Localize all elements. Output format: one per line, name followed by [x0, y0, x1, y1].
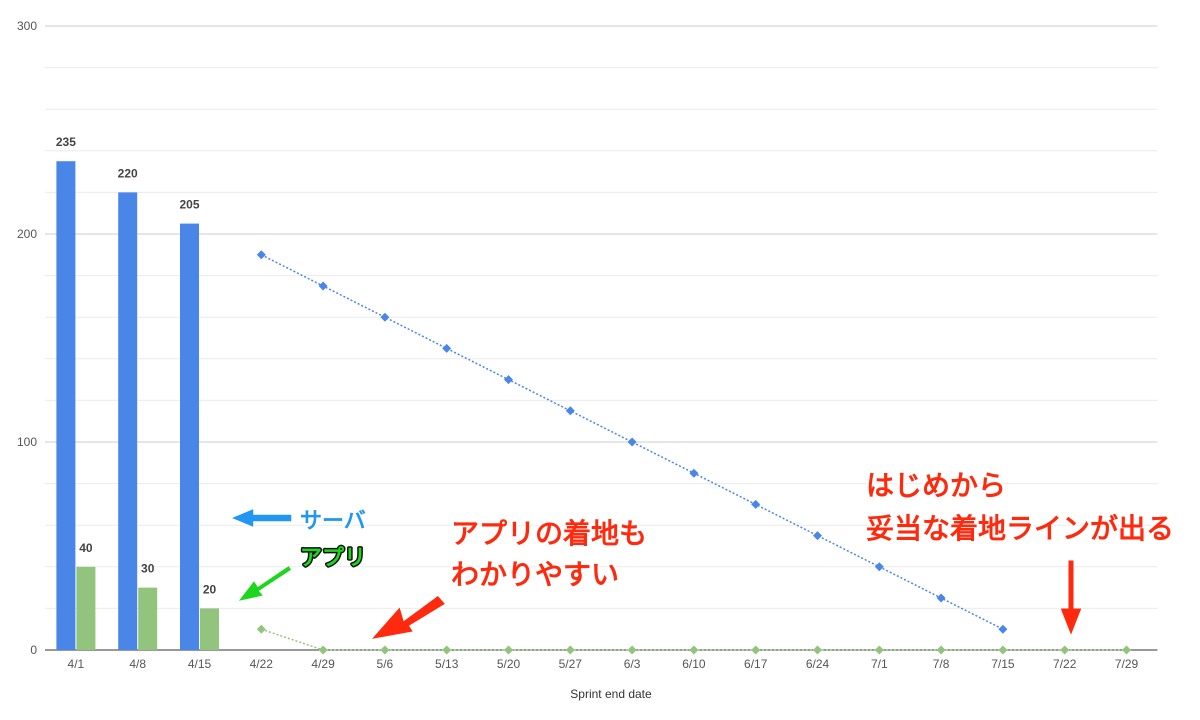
app-annotation-label: アプリ: [300, 546, 366, 571]
app-landing-arrow-icon: [368, 593, 448, 642]
bar-data-label: 205: [179, 198, 199, 212]
y-tick-label: 100: [17, 435, 37, 449]
x-tick-label: 4/15: [188, 657, 212, 671]
x-tick-label: 5/6: [377, 657, 394, 671]
line-point: [874, 645, 884, 655]
x-tick-label: 6/17: [744, 657, 768, 671]
x-tick-label: 6/3: [624, 657, 641, 671]
x-tick-label: 4/8: [129, 657, 146, 671]
annotation-app: アプリ: [235, 545, 368, 604]
line-point: [689, 468, 699, 478]
x-tick-label: 4/29: [311, 657, 335, 671]
server-arrow-icon: [228, 506, 293, 530]
bar: [118, 192, 138, 650]
x-tick-label: 5/27: [559, 657, 583, 671]
line-point: [256, 250, 266, 260]
server-annotation-label: サーバ: [300, 509, 366, 534]
x-tick-label: 5/20: [497, 657, 521, 671]
app-arrow-icon: [235, 563, 294, 604]
line-point: [565, 406, 575, 416]
line-point: [751, 499, 761, 509]
bar: [200, 608, 219, 650]
line-point: [1060, 645, 1070, 655]
y-tick-label: 300: [17, 19, 37, 33]
x-tick-label: 6/10: [682, 657, 706, 671]
line-point: [256, 624, 266, 634]
app-landing-annotation-line2: わかりやすい: [451, 558, 619, 591]
line-point: [998, 645, 1008, 655]
gridlines: [45, 25, 1158, 651]
line-point: [936, 593, 946, 603]
line-point: [565, 645, 575, 655]
bar-data-label: 235: [56, 135, 76, 149]
x-tick-label: 5/13: [435, 657, 459, 671]
line-point: [627, 437, 637, 447]
line-point: [318, 281, 328, 291]
line-point: [813, 645, 822, 655]
line-point: [504, 375, 513, 385]
valid-line-arrow-icon: [1059, 559, 1083, 638]
y-axis-ticks: 0 100 200 300: [17, 19, 37, 657]
valid-line-annotation-line2: 妥当な着地ラインが出る: [866, 512, 1174, 545]
bar-data-label: 30: [141, 562, 155, 576]
line-point: [380, 645, 390, 655]
y-tick-label: 0: [30, 643, 37, 657]
line-point: [318, 645, 328, 655]
bar-data-label: 220: [118, 166, 138, 180]
x-tick-label: 7/22: [1053, 657, 1077, 671]
x-tick-label: 7/1: [871, 657, 888, 671]
bar: [138, 587, 158, 650]
x-axis-title: Sprint end date: [570, 687, 652, 701]
line-point: [627, 645, 637, 655]
bar: [56, 161, 76, 650]
x-axis-ticks: 4/1 4/8 4/15 4/22 4/29 5/6 5/13 5/20 5/27 6/3 6/10…: [68, 657, 1139, 671]
line-point: [380, 312, 390, 322]
valid-line-annotation-line1: はじめから: [866, 469, 1006, 502]
x-tick-label: 4/1: [68, 657, 85, 671]
annotation-valid-line: はじめから 妥当な着地ラインが出る: [864, 467, 1176, 638]
x-tick-label: 6/24: [806, 657, 830, 671]
line-point: [442, 645, 452, 655]
annotation-server: サーバ: [228, 506, 368, 536]
line-point: [442, 343, 452, 353]
line-point: [936, 645, 946, 655]
bar: [76, 566, 96, 650]
line-point: [689, 645, 699, 655]
line-point: [1122, 645, 1131, 655]
projection-lines: [256, 250, 1131, 655]
x-tick-label: 4/22: [250, 657, 274, 671]
app-landing-annotation-line1: アプリの着地も: [451, 517, 647, 550]
bar-series: 235 220 205 40 30 20: [56, 135, 219, 650]
bar: [180, 223, 199, 650]
x-tick-label: 7/8: [933, 657, 950, 671]
bar-data-label: 40: [79, 541, 93, 555]
line-point: [998, 624, 1008, 634]
line-point: [751, 645, 761, 655]
bar-data-label: 20: [203, 582, 217, 596]
annotation-app-landing: アプリの着地も わかりやすい: [368, 515, 649, 642]
line-point: [813, 531, 822, 541]
x-tick-label: 7/15: [991, 657, 1015, 671]
line-point: [504, 645, 513, 655]
line-point: [874, 562, 884, 572]
y-tick-label: 200: [17, 227, 37, 241]
x-tick-label: 7/29: [1115, 657, 1139, 671]
